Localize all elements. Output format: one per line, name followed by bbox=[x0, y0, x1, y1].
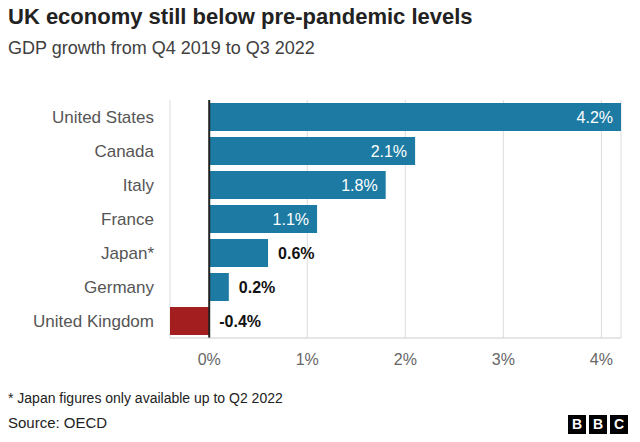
html-text:Source: OECD: Source: OECD bbox=[8, 414, 108, 431]
svg-text:-0.4%: -0.4% bbox=[219, 313, 261, 330]
svg-text:2%: 2% bbox=[394, 351, 417, 368]
svg-text:Japan*: Japan* bbox=[101, 244, 154, 263]
svg-text:4%: 4% bbox=[590, 351, 613, 368]
svg-text:2.1%: 2.1% bbox=[371, 143, 407, 160]
html-text:B: B bbox=[592, 416, 604, 432]
html-text:C: C bbox=[613, 416, 625, 432]
svg-text:1%: 1% bbox=[296, 351, 319, 368]
svg-text:0.2%: 0.2% bbox=[239, 279, 275, 296]
svg-text:Germany: Germany bbox=[84, 278, 154, 297]
svg-text:1.1%: 1.1% bbox=[273, 211, 309, 228]
html-text:GDP growth from Q4 2019 to Q3: GDP growth from Q4 2019 to Q3 2022 bbox=[8, 38, 315, 58]
svg-text:0%: 0% bbox=[198, 351, 221, 368]
html-text:UK economy still below pre-pan: UK economy still below pre-pandemic leve… bbox=[8, 4, 473, 29]
svg-text:3%: 3% bbox=[492, 351, 515, 368]
svg-text:France: France bbox=[101, 210, 154, 229]
html-text:* Japan figures only available: * Japan figures only available up to Q2 … bbox=[8, 390, 283, 406]
svg-text:Italy: Italy bbox=[123, 176, 155, 195]
svg-text:Canada: Canada bbox=[94, 142, 154, 161]
html-text:B: B bbox=[571, 416, 583, 432]
svg-text:1.8%: 1.8% bbox=[341, 177, 377, 194]
svg-text:United States: United States bbox=[52, 108, 154, 127]
svg-text:0.6%: 0.6% bbox=[278, 245, 314, 262]
svg-text:United Kingdom: United Kingdom bbox=[33, 312, 154, 331]
svg-text:4.2%: 4.2% bbox=[577, 109, 613, 126]
